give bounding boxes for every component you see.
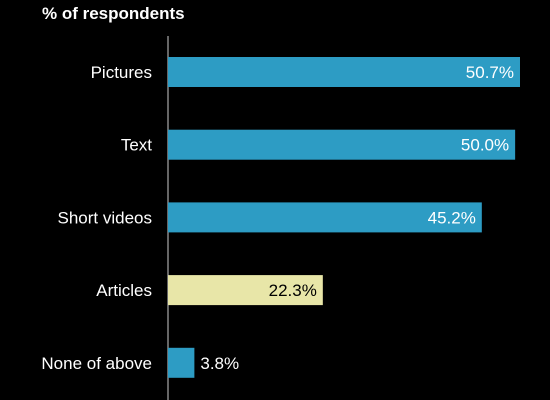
data-label: 50.7%: [466, 63, 514, 82]
category-label: Pictures: [91, 63, 152, 82]
data-label: 22.3%: [269, 281, 317, 300]
category-label: Articles: [96, 281, 152, 300]
data-label: 45.2%: [428, 208, 476, 227]
bars-layer: Pictures 50.7% Text 50.0% Short videos 45.2% A…: [41, 57, 520, 378]
bar: [168, 347, 195, 378]
bar: [168, 202, 482, 233]
category-label: Short videos: [58, 208, 153, 227]
bar: [168, 275, 323, 306]
data-label: 3.8%: [200, 354, 239, 373]
chart-title: % of respondents: [42, 4, 185, 23]
data-label: 50.0%: [461, 136, 509, 155]
bar: [168, 57, 520, 87]
category-label: Text: [121, 136, 152, 155]
category-label: None of above: [41, 354, 152, 373]
bar: [168, 129, 516, 160]
